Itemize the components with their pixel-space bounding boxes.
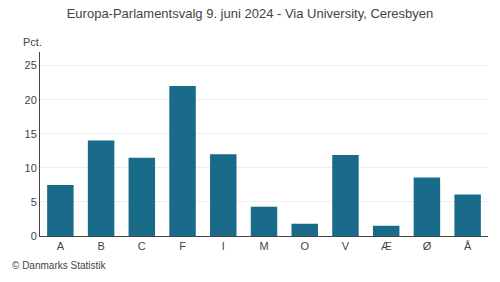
svg-text:10: 10 — [25, 162, 37, 174]
svg-text:Europa-Parlamentsvalg 9. juni: Europa-Parlamentsvalg 9. juni 2024 - Via… — [67, 6, 434, 21]
svg-text:© Danmarks Statistik: © Danmarks Statistik — [12, 260, 107, 271]
svg-text:C: C — [138, 240, 146, 252]
svg-text:Æ: Æ — [381, 240, 392, 252]
svg-text:B: B — [97, 240, 104, 252]
svg-text:25: 25 — [25, 59, 37, 71]
svg-text:15: 15 — [25, 128, 37, 140]
svg-text:I: I — [222, 240, 225, 252]
svg-text:M: M — [259, 240, 268, 252]
svg-text:Ø: Ø — [423, 240, 432, 252]
svg-text:V: V — [342, 240, 350, 252]
svg-text:F: F — [179, 240, 186, 252]
svg-text:O: O — [300, 240, 309, 252]
svg-text:Pct.: Pct. — [23, 36, 42, 48]
svg-text:5: 5 — [31, 196, 37, 208]
svg-text:Å: Å — [464, 240, 472, 252]
svg-text:0: 0 — [31, 230, 37, 242]
svg-text:20: 20 — [25, 94, 37, 106]
svg-text:A: A — [57, 240, 65, 252]
